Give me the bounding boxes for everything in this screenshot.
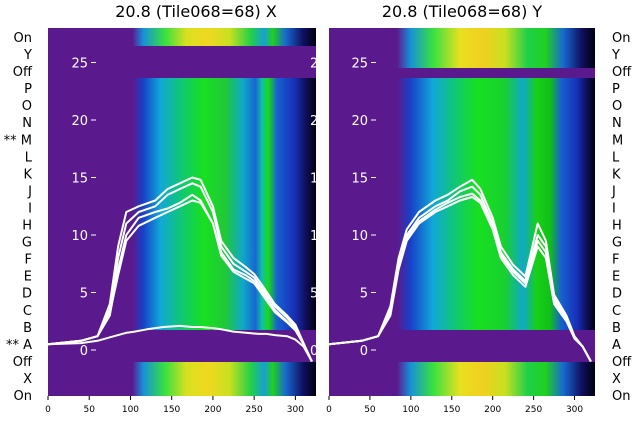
- row-label-y-21: On: [612, 389, 630, 404]
- y-tick-x-1: 5: [80, 287, 88, 302]
- x-tick-y-6: 300: [566, 405, 583, 415]
- row-label-x-21: On: [14, 389, 32, 404]
- y-tick-right-x-5: 25: [310, 57, 327, 72]
- y-ticks-y: 0 5 10 15 20 25: [351, 57, 376, 359]
- y-tick-y-2: 10: [351, 229, 368, 244]
- x-tick-x-2: 100: [122, 405, 139, 415]
- row-label-x-19: Off: [13, 355, 33, 370]
- heatmap-x-band-top: [100, 28, 316, 46]
- row-label-x-6: ** M: [4, 133, 32, 148]
- row-label-y-17: B: [612, 321, 621, 336]
- y-tick-right-x-2: 10: [310, 229, 327, 244]
- heatmap-y: [329, 28, 595, 396]
- x-tick-x-4: 200: [204, 405, 221, 415]
- row-label-x-20: X: [23, 372, 32, 387]
- row-label-y-14: E: [612, 270, 620, 285]
- row-label-x-7: L: [25, 150, 33, 165]
- y-tick-x-5: 25: [71, 57, 88, 72]
- y-tick-right-x-3: 15: [310, 172, 327, 187]
- row-label-x-12: G: [22, 236, 32, 251]
- x-tick-x-3: 150: [163, 405, 180, 415]
- row-label-x-17: B: [23, 321, 32, 336]
- row-label-y-0: On: [612, 31, 630, 46]
- x-tick-x-1: 50: [84, 405, 96, 415]
- row-label-y-7: L: [612, 150, 620, 165]
- row-label-x-3: P: [24, 82, 32, 97]
- x-ticks-x: 0 50 100 150 200 250 300: [45, 396, 304, 415]
- row-label-x-16: C: [23, 304, 32, 319]
- x-tick-y-4: 200: [484, 405, 501, 415]
- row-label-y-6: M: [612, 133, 623, 148]
- row-label-x-18: ** A: [6, 338, 32, 353]
- row-label-x-14: E: [24, 270, 32, 285]
- row-label-y-5: N: [612, 116, 622, 131]
- row-label-y-1: Y: [611, 48, 620, 63]
- row-label-y-19: Off: [612, 355, 632, 370]
- row-label-y-13: F: [612, 253, 619, 268]
- y-tick-x-0: 0: [80, 344, 88, 359]
- x-tick-y-1: 50: [364, 405, 376, 415]
- row-label-x-11: H: [22, 219, 32, 234]
- trace-x-3: [47, 176, 313, 362]
- row-label-x-8: K: [23, 167, 32, 182]
- trace-y-3: [328, 192, 592, 362]
- y-tick-x-3: 15: [71, 172, 88, 187]
- row-label-x-0: On: [14, 31, 32, 46]
- row-label-y-20: X: [612, 372, 621, 387]
- x-tick-y-2: 100: [402, 405, 419, 415]
- y-tick-y-5: 25: [351, 57, 368, 72]
- heatmap-y-band-bottom: [370, 362, 595, 396]
- row-label-x-13: F: [25, 253, 32, 268]
- row-label-y-8: K: [612, 167, 621, 182]
- y-ticks-x: 0 0 5 5 10 10 15 15 20 20 25 25: [71, 57, 326, 360]
- y-tick-right-x-0: 0: [310, 344, 318, 359]
- row-label-y-9: J: [611, 184, 616, 199]
- row-label-y-3: P: [612, 82, 620, 97]
- row-label-x-10: I: [28, 201, 32, 216]
- y-tick-x-2: 10: [71, 229, 88, 244]
- row-label-y-12: G: [612, 236, 622, 251]
- x-tick-y-5: 250: [525, 405, 542, 415]
- heatmap-y-band-top: [370, 28, 595, 68]
- y-tick-right-x-1: 5: [310, 287, 318, 302]
- x-tick-x-5: 250: [246, 405, 263, 415]
- trace-x-2: [47, 182, 313, 362]
- y-tick-right-x-4: 20: [310, 114, 327, 129]
- row-label-x-1: Y: [23, 48, 32, 63]
- y-tick-y-1: 5: [360, 287, 368, 302]
- row-label-y-10: I: [612, 201, 616, 216]
- trace-x-0: [47, 324, 313, 362]
- trace-x-4: [47, 199, 313, 362]
- traces-x: [47, 176, 313, 362]
- traces-y: [328, 178, 592, 362]
- y-tick-y-0: 0: [360, 344, 368, 359]
- y-tick-y-4: 20: [351, 114, 368, 129]
- row-label-x-4: O: [22, 99, 32, 114]
- row-label-y-18: A: [612, 338, 621, 353]
- row-label-y-11: H: [612, 219, 622, 234]
- x-tick-y-0: 0: [326, 405, 332, 415]
- x-ticks-y: 0 50 100 150 200 250 300: [326, 396, 583, 415]
- row-label-y-4: O: [612, 99, 622, 114]
- y-tick-y-3: 15: [351, 172, 368, 187]
- x-tick-y-3: 150: [443, 405, 460, 415]
- row-label-y-2: Off: [612, 65, 632, 80]
- row-label-y-15: D: [612, 287, 622, 302]
- x-tick-x-0: 0: [45, 405, 51, 415]
- row-label-y-16: C: [612, 304, 621, 319]
- row-label-x-5: N: [22, 116, 32, 131]
- heatmap-x: [48, 28, 316, 396]
- chart-title-x: 20.8 (Tile068=68) X: [115, 2, 277, 21]
- trace-y-2: [328, 178, 592, 362]
- heatmap-x-band-bottom: [100, 362, 316, 396]
- x-tick-x-6: 300: [287, 405, 304, 415]
- row-label-x-2: Off: [13, 65, 33, 80]
- y-tick-x-4: 20: [71, 114, 88, 129]
- row-label-x-15: D: [22, 287, 32, 302]
- row-label-x-9: J: [27, 184, 32, 199]
- chart-title-y: 20.8 (Tile068=68) Y: [382, 2, 543, 21]
